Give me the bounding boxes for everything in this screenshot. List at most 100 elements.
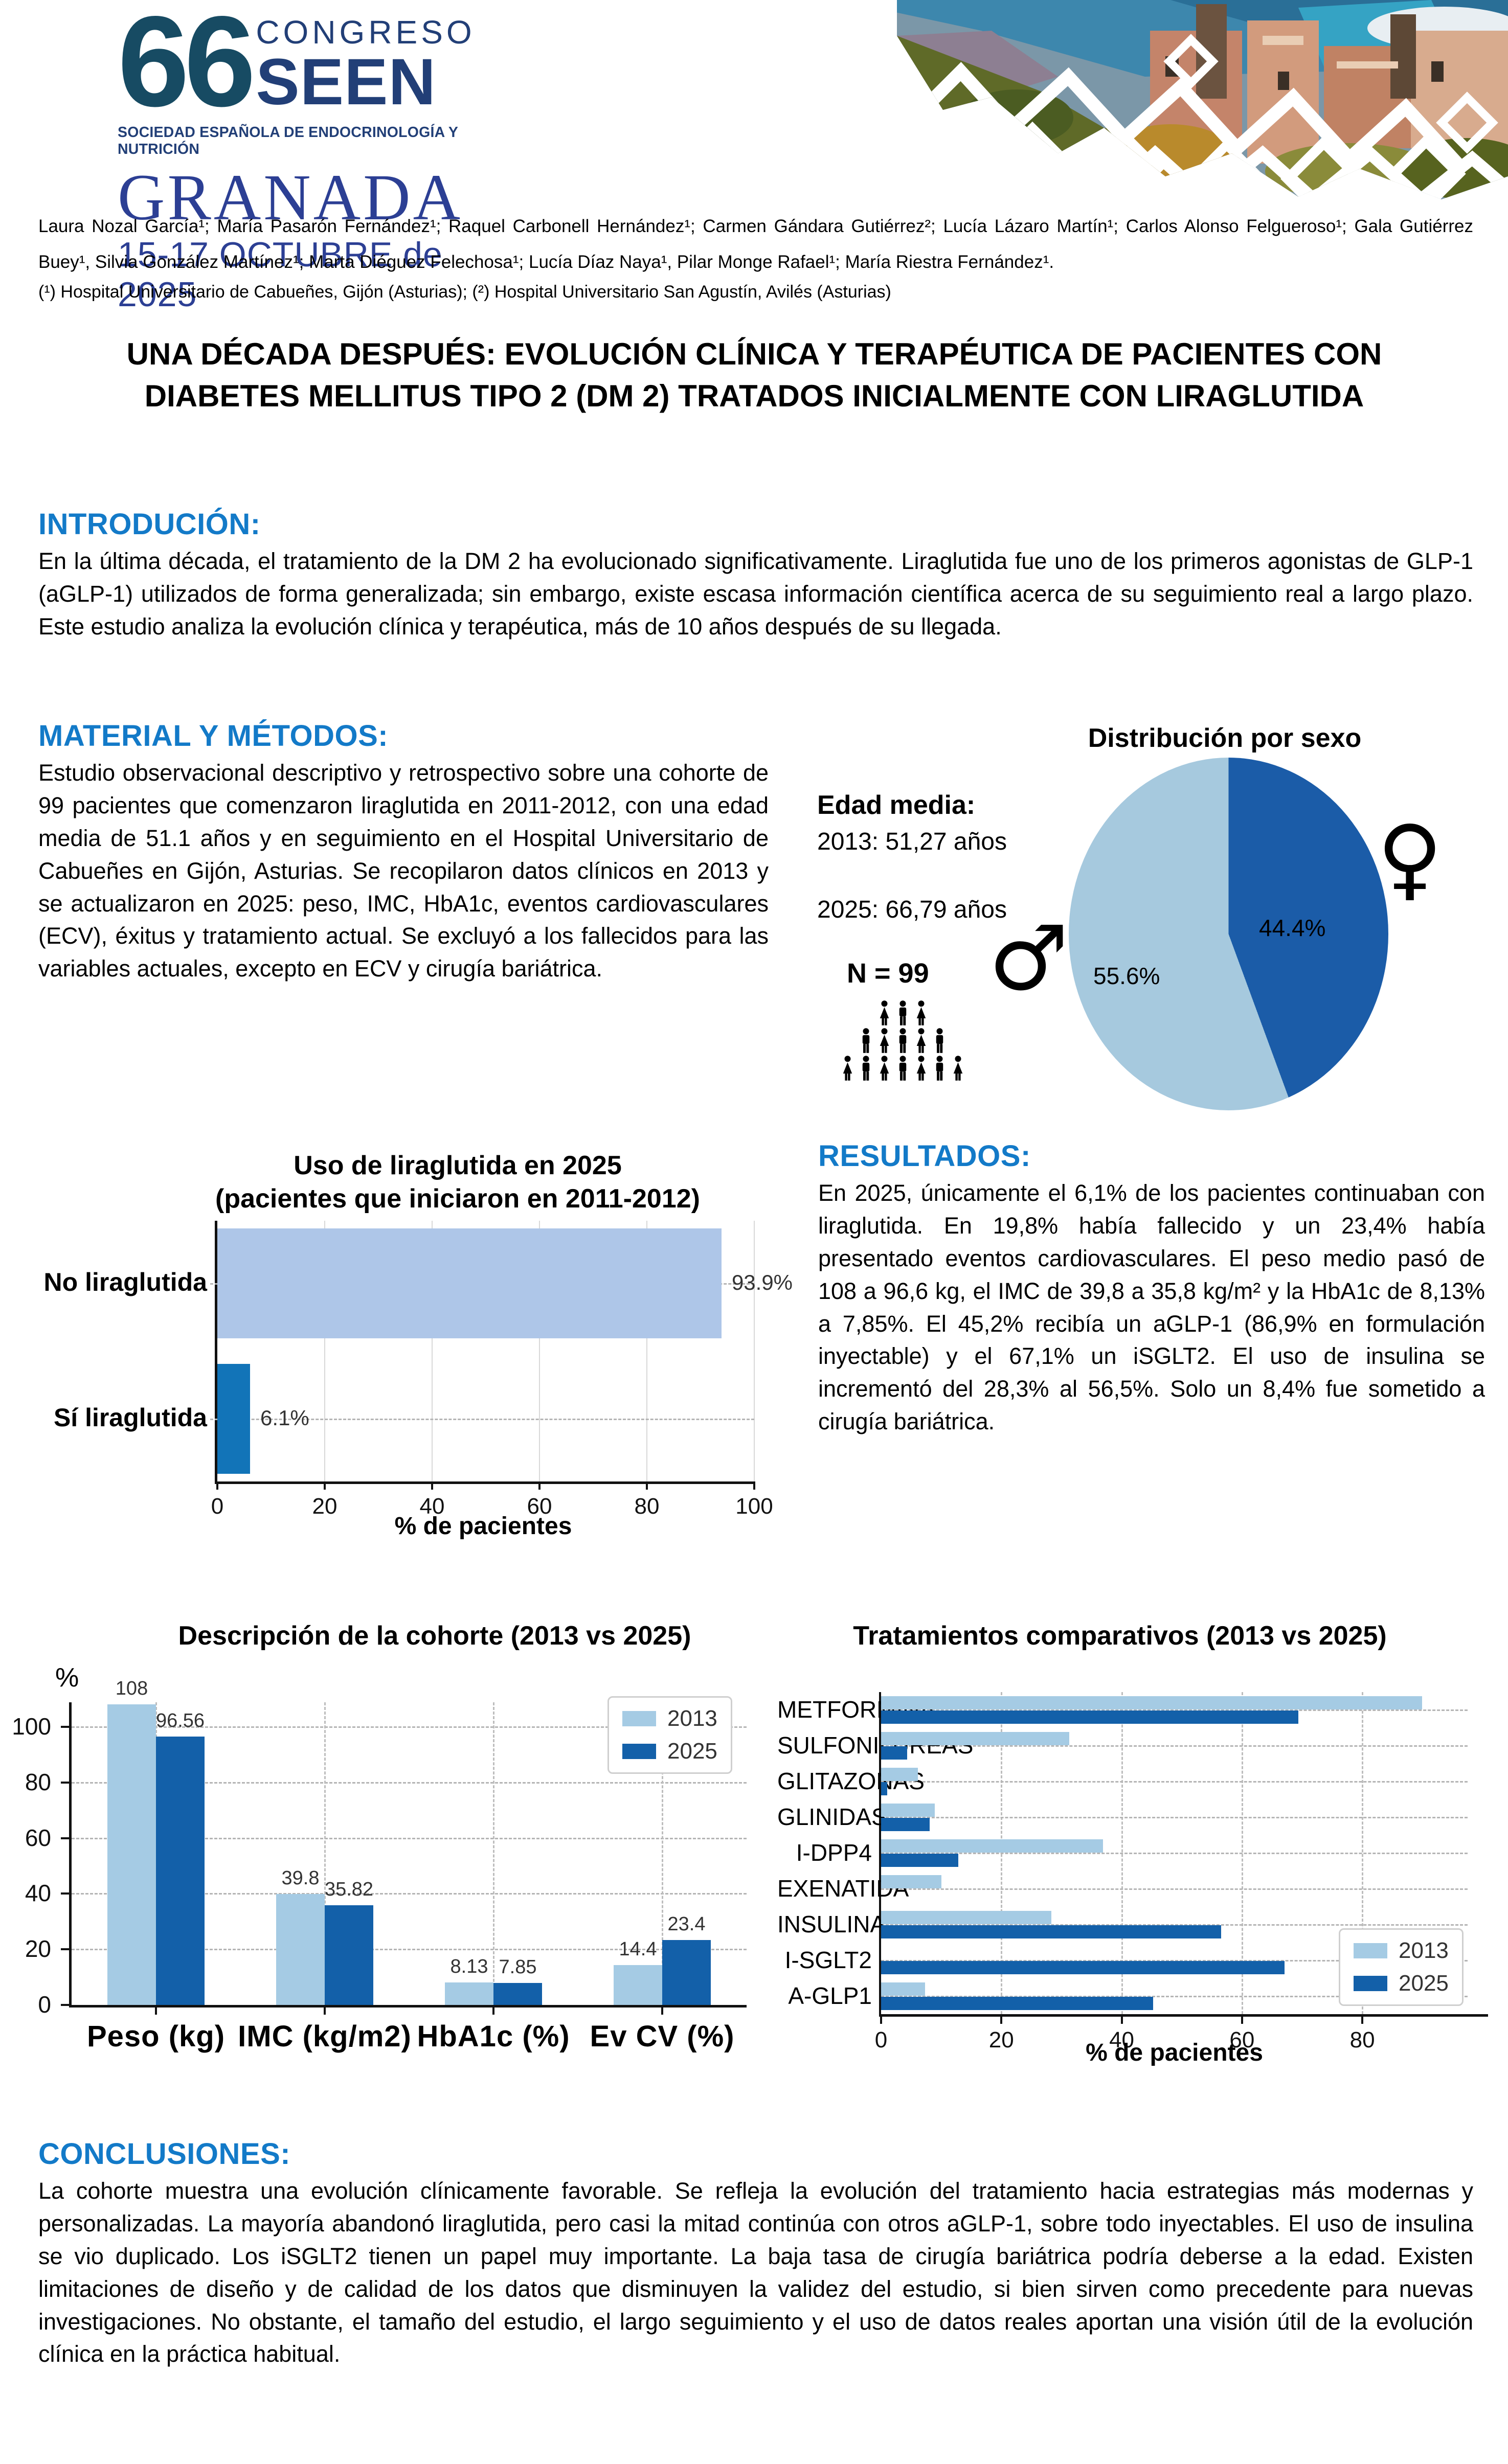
person-icon — [880, 1028, 889, 1053]
introduccion-body: En la última década, el tratamiento de l… — [38, 548, 1473, 640]
cohort-description-chart: Descripción de la cohorte (2013 vs 2025)… — [12, 1610, 767, 2060]
value-label-no-liraglutida: 93.9% — [731, 1270, 793, 1294]
tick-x-0 — [880, 2017, 882, 2024]
gridline-x-100 — [754, 1221, 755, 1481]
tick-label-y-20: 20 — [25, 1935, 51, 1963]
gridline-y-40 — [72, 1893, 747, 1895]
tick-label-x-0: 0 — [874, 2027, 888, 2052]
bar-2013-a-glp1 — [881, 1982, 925, 1996]
lira-chart-title: Uso de liraglutida en 2025 (pacientes qu… — [171, 1149, 744, 1216]
gridline-y-100 — [72, 1726, 747, 1728]
tick-x-20 — [324, 1481, 326, 1490]
lira-title-line1: Uso de liraglutida en 2025 — [294, 1151, 622, 1180]
resultados-heading: RESULTADOS: — [818, 1139, 1031, 1173]
centerline-glitazonas — [881, 1781, 1468, 1783]
female-symbol-icon: ♀ — [1377, 807, 1443, 910]
legend-entry-2025: 2025 — [622, 1739, 717, 1764]
tick-x-0 — [216, 1481, 218, 1490]
trat-y-spine — [879, 1692, 881, 2016]
bar-2013-hba1c- — [445, 1982, 493, 2005]
stats-column: Edad media: 2013: 51,27 años 2025: 66,79… — [817, 790, 1073, 1089]
person-icon — [953, 1056, 963, 1081]
tick-label-x-40: 40 — [1109, 2027, 1135, 2052]
category-label-no-liraglutida: No liraglutida — [43, 1267, 207, 1296]
legend-swatch-2013 — [1354, 1943, 1387, 1958]
tick-label-x-20: 20 — [312, 1494, 337, 1519]
centerline-exenatida — [881, 1888, 1468, 1890]
people-pictogram — [843, 1000, 963, 1081]
category-label-imc-kg-m2-: IMC (kg/m2) — [238, 2020, 412, 2053]
legend-swatch-2025 — [622, 1744, 656, 1759]
tick-x-60 — [1241, 2017, 1243, 2024]
legend-label-2013: 2013 — [1399, 1938, 1449, 1963]
tick-y-60 — [61, 1837, 69, 1839]
bar-2025-sulfonilureas — [881, 1746, 907, 1760]
bar-2025-imc-kg-m2- — [325, 1905, 373, 2005]
person-icon — [916, 1056, 926, 1081]
tick-group-peso-kg- — [155, 2007, 157, 2015]
pie-graphic — [1069, 758, 1388, 1110]
centerline-s-liraglutida — [210, 1418, 754, 1420]
bar-2013-exenatida — [881, 1875, 941, 1888]
tick-label-y-100: 100 — [12, 1713, 51, 1740]
value-label-2025-peso-kg-: 96.56 — [155, 1709, 205, 1731]
granada-photo-collage — [897, 0, 1508, 199]
value-label-2025-hba1c-: 7.85 — [499, 1956, 537, 1978]
value-label-2013-peso-kg-: 108 — [115, 1678, 148, 1700]
category-label-glitazonas: GLITAZONAS — [777, 1768, 925, 1794]
tick-label-y-0: 0 — [38, 1991, 51, 2018]
bar-2025-glinidas — [881, 1818, 930, 1831]
value-label-2025-ev-cv-: 23.4 — [667, 1913, 706, 1935]
n-total-label: N = 99 — [847, 958, 929, 989]
category-label-glinidas: GLINIDAS — [777, 1804, 887, 1830]
pie-label-male: 55.6% — [1093, 963, 1160, 989]
person-icon — [862, 1028, 870, 1053]
material-heading: MATERIAL Y MÉTODOS: — [38, 719, 389, 752]
value-label-2013-hba1c-: 8.13 — [450, 1955, 488, 1977]
lira-title-line2: (pacientes que iniciaron en 2011-2012) — [215, 1184, 700, 1214]
trat-xlabel: % de pacientes — [1086, 2039, 1263, 2066]
tick-label-x-20: 20 — [988, 2027, 1014, 2052]
cohorte-title: Descripción de la cohorte (2013 vs 2025) — [178, 1621, 691, 1651]
tick-y-80 — [61, 1781, 69, 1784]
tick-y-0 — [61, 2004, 69, 2006]
tick-label-x-40: 40 — [419, 1494, 445, 1519]
tick-x-80 — [1361, 2017, 1364, 2024]
legend-swatch-2013 — [622, 1711, 656, 1726]
trat-x-spine — [879, 2014, 1488, 2017]
conclusiones-body: La cohorte muestra una evolución clínica… — [38, 2178, 1473, 2367]
gridline-x-40 — [432, 1221, 433, 1481]
cohorte-plot-area: 0 20 40 60 80 100 108 96.56 Peso (kg) 39.8 35.82 IM… — [12, 1610, 767, 2060]
value-label-2013-imc-kg-m2-: 39.8 — [281, 1867, 320, 1889]
legend-label-2025: 2025 — [667, 1739, 717, 1764]
gridline-group-2 — [493, 1702, 494, 2005]
tick-label-x-60: 60 — [527, 1494, 552, 1519]
tick-label-x-80: 80 — [1349, 2027, 1375, 2052]
resultados-body: En 2025, únicamente el 6,1% de los pacie… — [818, 1180, 1485, 1435]
male-symbol-icon: ♂ — [988, 907, 1069, 1011]
logo-wordmark: CONGRESO SEEN — [256, 9, 475, 115]
tick-y-40 — [61, 1892, 69, 1895]
edad-2025: 2025: 66,79 años — [817, 896, 1007, 923]
bar-2025-i-sglt2 — [881, 1961, 1285, 1974]
tick-x-100 — [753, 1481, 755, 1490]
bar-2013-glinidas — [881, 1804, 935, 1817]
seen-congress-logo: 66 CONGRESO SEEN SOCIEDAD ESPAÑOLA DE EN… — [118, 0, 472, 314]
bar-2025-glitazonas — [881, 1782, 887, 1795]
category-label-i-sglt2: I-SGLT2 — [784, 1947, 872, 1973]
centerline-i-dpp4 — [881, 1853, 1468, 1854]
value-label-2013-ev-cv-: 14.4 — [619, 1938, 657, 1960]
poster-title: UNA DÉCADA DESPUÉS: EVOLUCIÓN CLÍNICA Y … — [126, 337, 1382, 414]
person-icon — [936, 1028, 943, 1053]
bar-2013-imc-kg-m2- — [276, 1894, 325, 2005]
cohorte-ylabel: % — [55, 1663, 79, 1693]
centerline-sulfonilureas — [881, 1745, 1468, 1747]
value-label-s-liraglutida: 6.1% — [260, 1405, 309, 1430]
pie-label-female: 44.4% — [1259, 915, 1326, 941]
category-label-a-glp1: A-GLP1 — [788, 1982, 872, 2009]
logo-top-row: 66 CONGRESO SEEN — [118, 0, 472, 126]
bar-2013-glitazonas — [881, 1768, 918, 1781]
logo-dates: 15-17 OCTUBRE de 2025 — [118, 235, 443, 314]
person-icon — [916, 1000, 926, 1025]
tick-label-y-60: 60 — [25, 1824, 51, 1851]
